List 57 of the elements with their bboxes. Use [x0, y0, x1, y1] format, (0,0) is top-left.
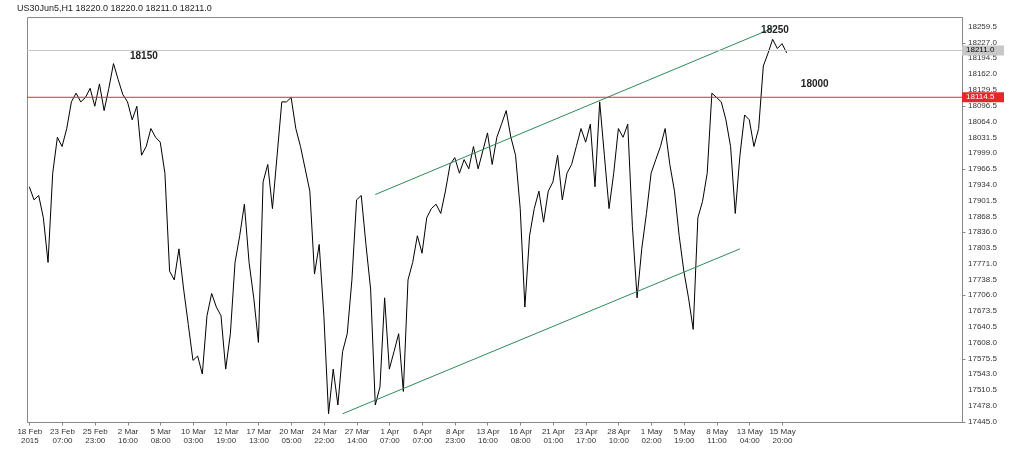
- x-tick-label: 16 Apr 08:00: [509, 426, 533, 445]
- y-tick-label: 17868.5: [968, 211, 998, 221]
- annotation: 18150: [129, 50, 159, 62]
- y-tick-label: 17640.5: [968, 322, 998, 332]
- x-tick-label: 5 May 19:00: [673, 426, 696, 445]
- annotation: 18000: [800, 78, 830, 90]
- x-tick-label: 18 Feb 2015: [17, 426, 43, 445]
- y-tick-label: 17836.0: [968, 227, 998, 237]
- x-tick-label: 2 Mar 16:00: [117, 426, 139, 445]
- line-series: [28, 38, 788, 415]
- x-tick-label: 12 Mar 19:00: [213, 426, 239, 445]
- y-tick-label: 17771.0: [968, 258, 998, 268]
- y-tick-label: 17934.0: [968, 179, 998, 189]
- x-tick-label: 5 Mar 08:00: [150, 426, 172, 445]
- x-tick-label: 25 Feb 23:00: [82, 426, 109, 445]
- annotation: 18250: [761, 24, 790, 36]
- y-tick-label: 18162.0: [968, 69, 998, 79]
- y-tick-label: 17445.0: [968, 417, 998, 426]
- x-tick-label: 13 Apr 16:00: [476, 426, 500, 445]
- x-tick-label: 13 May 04:00: [736, 426, 763, 445]
- y-tick-label: 18194.5: [968, 53, 998, 63]
- y-tick-label: 18096.5: [968, 101, 998, 110]
- x-tick-label: 28 Apr 10:00: [607, 426, 631, 445]
- x-tick-label: 6 Apr 07:00: [412, 426, 434, 445]
- y-tick-label: 17543.0: [968, 369, 998, 379]
- y-tick-label: 18031.5: [968, 132, 998, 142]
- ref-line-label: 18211.0: [966, 45, 995, 55]
- y-tick-label: 18227.0: [968, 37, 998, 47]
- y-tick-label: 18064.0: [968, 116, 998, 126]
- x-tick-label: 27 Mar 14:00: [344, 426, 370, 445]
- x-tick-label: 20 Mar 05:00: [279, 426, 305, 445]
- chart-title: US30Jun5,H1 18220.0 18220.0 18211.0 18211.0: [16, 3, 212, 13]
- y-tick-label: 17966.5: [968, 164, 998, 174]
- y-tick-label: 17999.0: [968, 148, 998, 158]
- y-tick-label: 17510.5: [968, 385, 998, 395]
- x-tick-label: 8 May 11:00: [706, 426, 728, 445]
- x-tick-label: 1 May 02:00: [640, 426, 663, 445]
- x-tick-label: 15 May 20:00: [769, 426, 796, 445]
- x-tick-label: 8 Apr 23:00: [445, 426, 466, 445]
- y-tick-label: 17706.0: [968, 290, 998, 300]
- x-tick-label: 10 Mar 03:00: [181, 426, 207, 445]
- y-tick-label: 18259.5: [968, 21, 998, 31]
- x-tick-label: 21 Apr 01:00: [541, 426, 566, 445]
- x-tick-label: 23 Apr 17:00: [574, 426, 599, 445]
- x-tick-label: 23 Feb 07:00: [50, 426, 76, 445]
- x-tick-label: 24 Mar 22:00: [311, 426, 338, 445]
- y-tick-label: 17738.5: [968, 274, 998, 284]
- y-tick-label: 18129.5: [968, 85, 998, 94]
- y-tick-label: 17478.0: [968, 400, 998, 410]
- y-tick-label: 17901.5: [968, 195, 998, 205]
- y-tick-label: 17803.5: [968, 243, 998, 253]
- y-tick-label: 17673.5: [968, 306, 998, 316]
- y-tick-label: 17608.0: [968, 337, 998, 347]
- ref-line-label: 18114.5: [966, 92, 995, 102]
- x-tick-label: 17 Mar 13:00: [246, 426, 272, 445]
- x-tick-label: 1 Apr 07:00: [379, 426, 401, 445]
- y-tick-label: 17575.5: [968, 353, 998, 363]
